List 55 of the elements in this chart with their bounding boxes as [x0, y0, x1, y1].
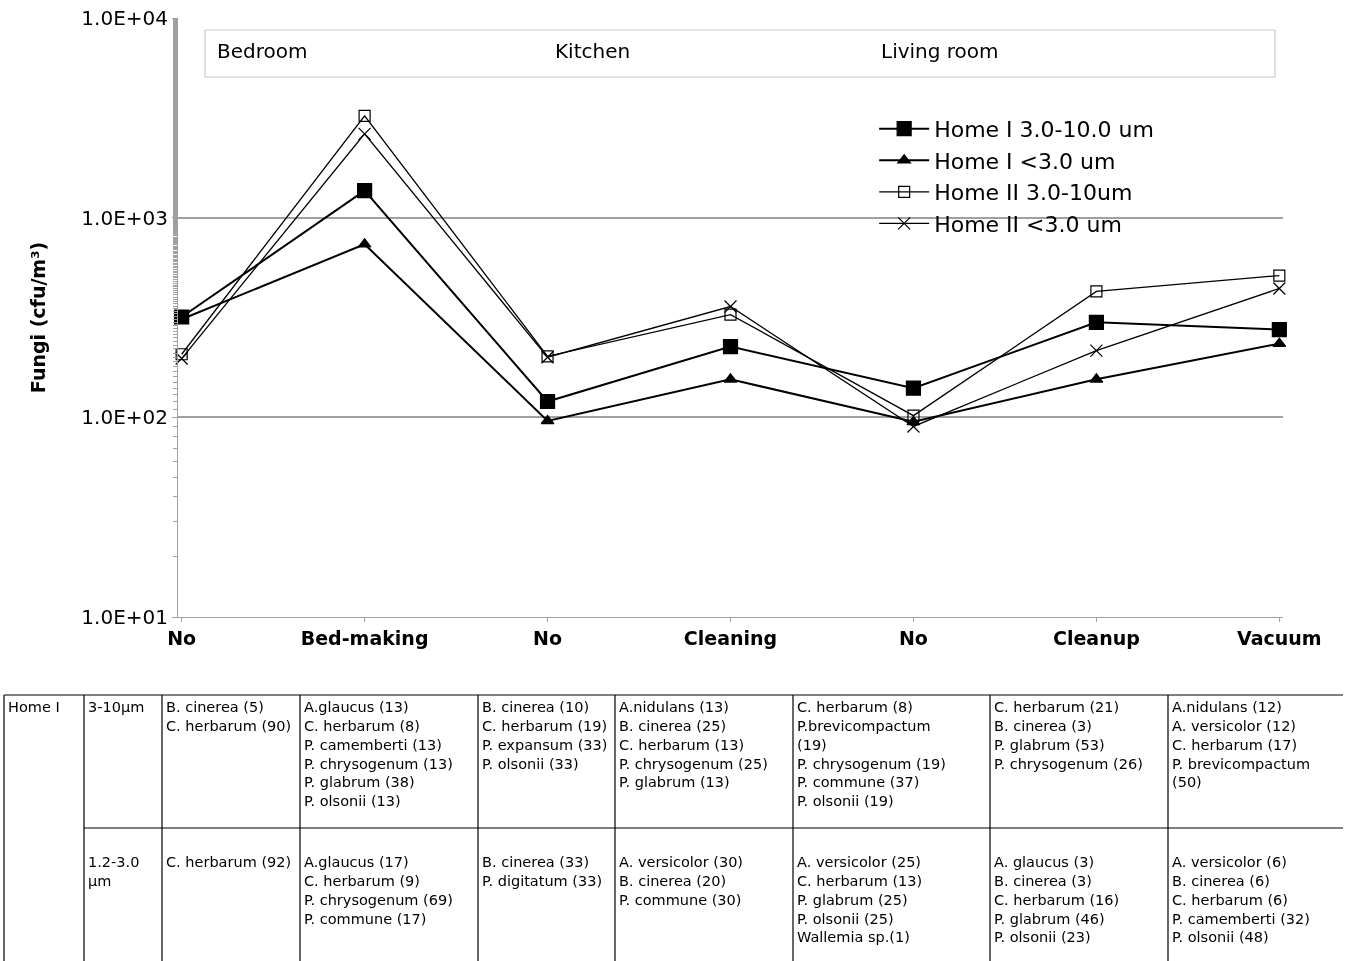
point [1090, 285, 1103, 298]
annotation: Bedroom [217, 39, 308, 63]
text: A. versicolor (6) B. cinerea (6) C. herbarum (6) P. camemberti (32) P. olsonii (48) [1172, 854, 1310, 946]
point [175, 351, 189, 366]
point [1089, 343, 1103, 358]
text: A.glaucus (17) C. herbarum (9) P. chrysogenum (69) P. commune (17) [304, 854, 453, 927]
legend-label: Home I <3.0 um [934, 148, 1116, 174]
text: A.glaucus (13) C. herbarum (8) P. camemberti (13) P. chrysogenum (13) P. glabrum (38) P. olsonii (13) [304, 699, 453, 810]
x-tick-label: No [167, 626, 197, 649]
point [1271, 322, 1287, 338]
y-tick-label: 1.0E+02 [81, 405, 168, 430]
annotation: Living room [881, 39, 999, 63]
annotation: Kitchen [555, 39, 631, 63]
point [540, 414, 555, 425]
point [723, 299, 738, 314]
point [907, 409, 920, 422]
point [175, 348, 188, 361]
point [722, 339, 739, 355]
legend-label: Home II 3.0-10um [934, 180, 1133, 206]
text: Home I [8, 699, 60, 715]
x-tick-label: No [533, 626, 563, 649]
point [358, 127, 372, 141]
text: A.nidulans (13) B. cinerea (25) C. herbarum (13) P. chrysogenum (25) P. glabrum (13) [619, 699, 768, 791]
legend-label: Home II <3.0 um [934, 212, 1122, 238]
text: C. herbarum (92) [166, 854, 292, 870]
x-tick-label: Cleanup [1052, 626, 1140, 649]
text: C. herbarum (21) B. cinerea (3) P. glabrum (53) P. chrysogenum (26) [994, 699, 1143, 772]
text: C. herbarum (8) P.brevicompactum (19) P. chrysogenum (19) P. commune (37) P. olsonii (19) [797, 699, 946, 810]
text: A. glaucus (3) B. cinerea (3) C. herbarum (16) P. glabrum (46) P. olsonii (23) [994, 854, 1120, 946]
x-tick-label: Cleaning [683, 626, 778, 649]
text: A. versicolor (30) B. cinerea (20) P. commune (30) [619, 854, 744, 908]
point [357, 183, 373, 199]
text: B. cinerea (10) C. herbarum (19) P. expansum (33) P. olsonii (33) [482, 699, 608, 772]
point [906, 415, 921, 426]
text: B. cinerea (33) P. digitatum (33) [482, 854, 603, 889]
point [905, 380, 922, 396]
legend-label: Home I 3.0-10.0 um [934, 117, 1154, 143]
point [724, 308, 737, 321]
y-tick-label: 1.0E+04 [81, 6, 168, 30]
point [539, 393, 556, 410]
y-tick-label: 1.0E+01 [81, 605, 168, 629]
point [1273, 269, 1286, 282]
text: 1.2-3.0 µm [88, 854, 140, 889]
x-tick-label: Bed-making [300, 626, 429, 649]
text: B. cinerea (5) C. herbarum (90) [166, 699, 292, 734]
y-axis-title: Fungi (cfu/m³) [27, 241, 50, 394]
text: A.nidulans (12) A. versicolor (12) C. herbarum (17) P. brevicompactum (50) [1172, 699, 1311, 791]
text: 3-10µm [88, 699, 145, 715]
point [1088, 314, 1104, 330]
point [358, 109, 371, 122]
x-tick-label: Vacuum [1237, 626, 1322, 649]
x-tick-label: No [898, 626, 928, 649]
y-tick-label: 1.0E+03 [81, 205, 168, 230]
point [1272, 281, 1286, 296]
text: A. versicolor (25) C. herbarum (13) P. glabrum (25) P. olsonii (25) Wallemia sp.(1) [797, 854, 923, 946]
